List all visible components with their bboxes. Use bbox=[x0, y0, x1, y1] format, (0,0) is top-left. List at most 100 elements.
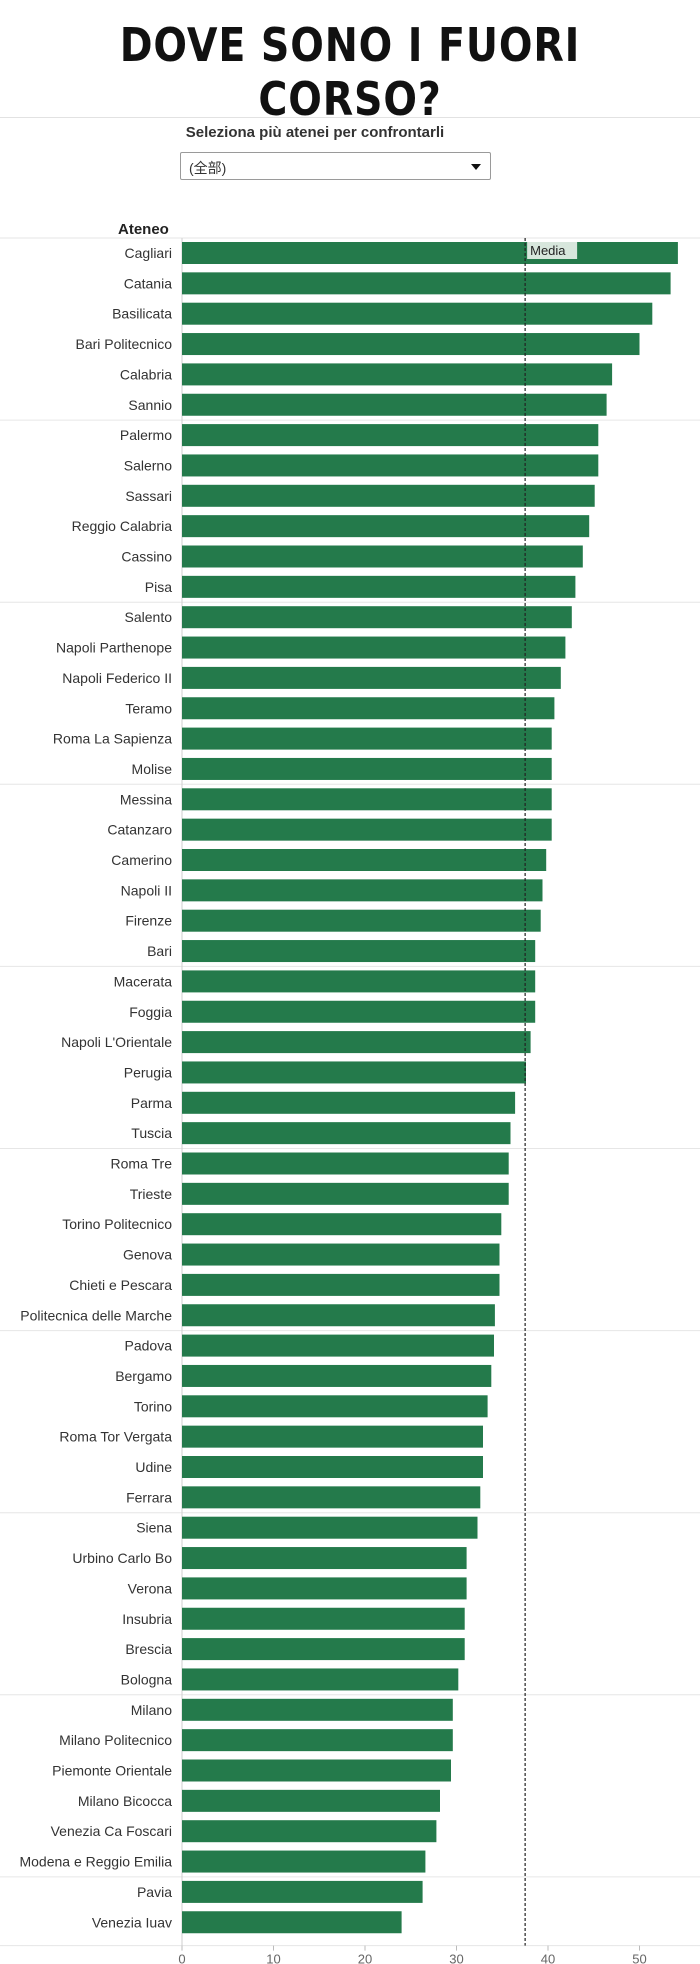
media-label: Media bbox=[530, 243, 566, 258]
bar[interactable] bbox=[182, 849, 547, 871]
bar[interactable] bbox=[182, 575, 576, 598]
bar[interactable] bbox=[182, 666, 561, 689]
bar[interactable] bbox=[182, 1031, 531, 1054]
bar[interactable] bbox=[182, 484, 595, 507]
bar[interactable] bbox=[182, 272, 671, 295]
category-label: Venezia Ca Foscari bbox=[51, 1823, 172, 1839]
bar[interactable] bbox=[182, 1213, 502, 1236]
category-label: Roma La Sapienza bbox=[53, 731, 172, 747]
category-label: Bari bbox=[147, 943, 172, 959]
bar[interactable] bbox=[182, 1456, 483, 1478]
ateneo-select[interactable]: (全部) bbox=[180, 152, 491, 180]
bar[interactable] bbox=[182, 515, 590, 538]
bar[interactable] bbox=[182, 909, 541, 932]
bar[interactable] bbox=[182, 970, 536, 993]
bar[interactable] bbox=[182, 454, 599, 477]
bar[interactable] bbox=[182, 1607, 465, 1630]
category-label: Basilicata bbox=[112, 306, 172, 322]
bar[interactable] bbox=[182, 333, 640, 356]
bar[interactable] bbox=[182, 1395, 488, 1418]
category-label: Verona bbox=[128, 1580, 173, 1596]
category-label: Padova bbox=[125, 1338, 173, 1354]
bar[interactable] bbox=[182, 1638, 465, 1661]
bar[interactable] bbox=[182, 818, 552, 841]
bar[interactable] bbox=[182, 1061, 526, 1084]
bar[interactable] bbox=[182, 1425, 483, 1448]
category-header: Ateneo bbox=[118, 221, 169, 238]
bar[interactable] bbox=[182, 636, 566, 659]
category-label: Bologna bbox=[121, 1671, 173, 1687]
category-label: Roma Tre bbox=[111, 1156, 173, 1172]
bar[interactable] bbox=[182, 1698, 453, 1721]
bar[interactable] bbox=[182, 302, 653, 325]
bar[interactable] bbox=[182, 1668, 459, 1691]
category-label: Brescia bbox=[125, 1641, 172, 1657]
category-label: Milano Politecnico bbox=[59, 1732, 172, 1748]
category-label: Parma bbox=[131, 1095, 172, 1111]
bar[interactable] bbox=[182, 1364, 492, 1387]
bar[interactable] bbox=[182, 1850, 426, 1873]
category-label: Macerata bbox=[114, 973, 173, 989]
bar[interactable] bbox=[182, 1091, 516, 1114]
bar[interactable] bbox=[182, 1759, 451, 1782]
bar[interactable] bbox=[182, 1577, 467, 1600]
bar[interactable] bbox=[182, 1182, 509, 1205]
category-label: Napoli II bbox=[121, 882, 172, 898]
category-label: Tuscia bbox=[131, 1125, 172, 1141]
category-label: Roma Tor Vergata bbox=[59, 1429, 172, 1445]
bar[interactable] bbox=[182, 1911, 402, 1934]
bar[interactable] bbox=[182, 363, 613, 386]
bar[interactable] bbox=[182, 242, 678, 264]
category-label: Cassino bbox=[121, 549, 172, 565]
category-label: Milano Bicocca bbox=[78, 1793, 172, 1809]
bar[interactable] bbox=[182, 1789, 440, 1812]
media-label-background bbox=[527, 242, 578, 259]
bar[interactable] bbox=[182, 1547, 467, 1570]
bar[interactable] bbox=[182, 1486, 481, 1509]
bar[interactable] bbox=[182, 1000, 536, 1023]
bar[interactable] bbox=[182, 1880, 423, 1903]
category-label: Udine bbox=[135, 1459, 172, 1475]
bar[interactable] bbox=[182, 879, 543, 902]
category-label: Pisa bbox=[145, 579, 172, 595]
category-label: Catanzaro bbox=[107, 822, 172, 838]
category-label: Siena bbox=[136, 1520, 172, 1536]
filter-label: Seleziona più atenei per confrontarli bbox=[185, 124, 445, 141]
bar[interactable] bbox=[182, 1729, 453, 1752]
bar[interactable] bbox=[182, 1516, 478, 1539]
chevron-down-icon[interactable] bbox=[471, 164, 481, 170]
bar[interactable] bbox=[182, 424, 599, 447]
bar[interactable] bbox=[182, 545, 583, 568]
bar[interactable] bbox=[182, 606, 572, 629]
category-label: Salento bbox=[125, 609, 173, 625]
bar[interactable] bbox=[182, 788, 552, 811]
category-label: Milano bbox=[131, 1702, 172, 1718]
bar[interactable] bbox=[182, 1122, 511, 1145]
bar[interactable] bbox=[182, 393, 607, 416]
bar[interactable] bbox=[182, 1243, 500, 1266]
bar[interactable] bbox=[182, 1304, 495, 1327]
x-tick-label: 10 bbox=[266, 1952, 280, 1964]
bar[interactable] bbox=[182, 1820, 437, 1843]
category-label: Sannio bbox=[128, 397, 172, 413]
category-label: Venezia Iuav bbox=[92, 1914, 172, 1930]
bar[interactable] bbox=[182, 757, 552, 780]
category-label: Napoli Federico II bbox=[62, 670, 172, 686]
category-label: Torino bbox=[134, 1398, 172, 1414]
category-label: Urbino Carlo Bo bbox=[72, 1550, 172, 1566]
bar[interactable] bbox=[182, 940, 536, 963]
bar[interactable] bbox=[182, 697, 555, 720]
category-label: Molise bbox=[132, 761, 173, 777]
header-divider bbox=[0, 117, 700, 118]
category-label: Messina bbox=[120, 791, 172, 807]
category-label: Chieti e Pescara bbox=[69, 1277, 172, 1293]
x-tick-label: 40 bbox=[541, 1952, 555, 1964]
category-label: Pavia bbox=[137, 1884, 172, 1900]
category-label: Piemonte Orientale bbox=[52, 1763, 172, 1779]
category-label: Calabria bbox=[120, 366, 172, 382]
bar[interactable] bbox=[182, 727, 552, 750]
bar[interactable] bbox=[182, 1152, 509, 1175]
bar[interactable] bbox=[182, 1273, 500, 1296]
bar[interactable] bbox=[182, 1334, 494, 1357]
